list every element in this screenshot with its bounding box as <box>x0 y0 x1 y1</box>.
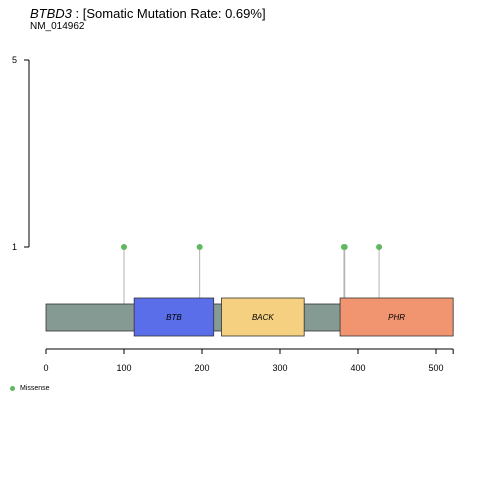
chart-title: BTBD3 : [Somatic Mutation Rate: 0.69%] <box>30 6 266 21</box>
domain-label-phr: PHR <box>388 313 405 322</box>
legend: Missense <box>10 385 50 392</box>
x-tick-label-500: 500 <box>428 363 443 373</box>
x-tick-label-0: 0 <box>43 363 48 373</box>
y-tick-label-5: 5 <box>12 55 17 65</box>
domain-back <box>221 297 305 337</box>
mutation-dot-0 <box>121 244 127 250</box>
transcript-id: NM_014962 <box>30 21 85 32</box>
y-tick-label-1: 1 <box>12 242 17 252</box>
mutation-dot-3 <box>341 244 348 250</box>
domain-btb <box>133 297 215 337</box>
legend-missense-dot <box>10 386 15 391</box>
mutation-dot-1 <box>196 244 203 250</box>
x-tick-label-100: 100 <box>116 363 131 373</box>
domain-phr <box>339 297 454 337</box>
domain-label-btb: BTB <box>166 313 182 322</box>
x-tick-label-400: 400 <box>350 363 365 373</box>
legend-missense-label: Missense <box>20 385 50 392</box>
x-tick-label-300: 300 <box>272 363 287 373</box>
mutation-dot-4 <box>376 244 383 250</box>
mutation-rate-label: : [Somatic Mutation Rate: 0.69%] <box>71 6 266 21</box>
domain-label-back: BACK <box>252 313 274 322</box>
gene-name: BTBD3 <box>30 6 72 21</box>
x-tick-label-200: 200 <box>194 363 209 373</box>
